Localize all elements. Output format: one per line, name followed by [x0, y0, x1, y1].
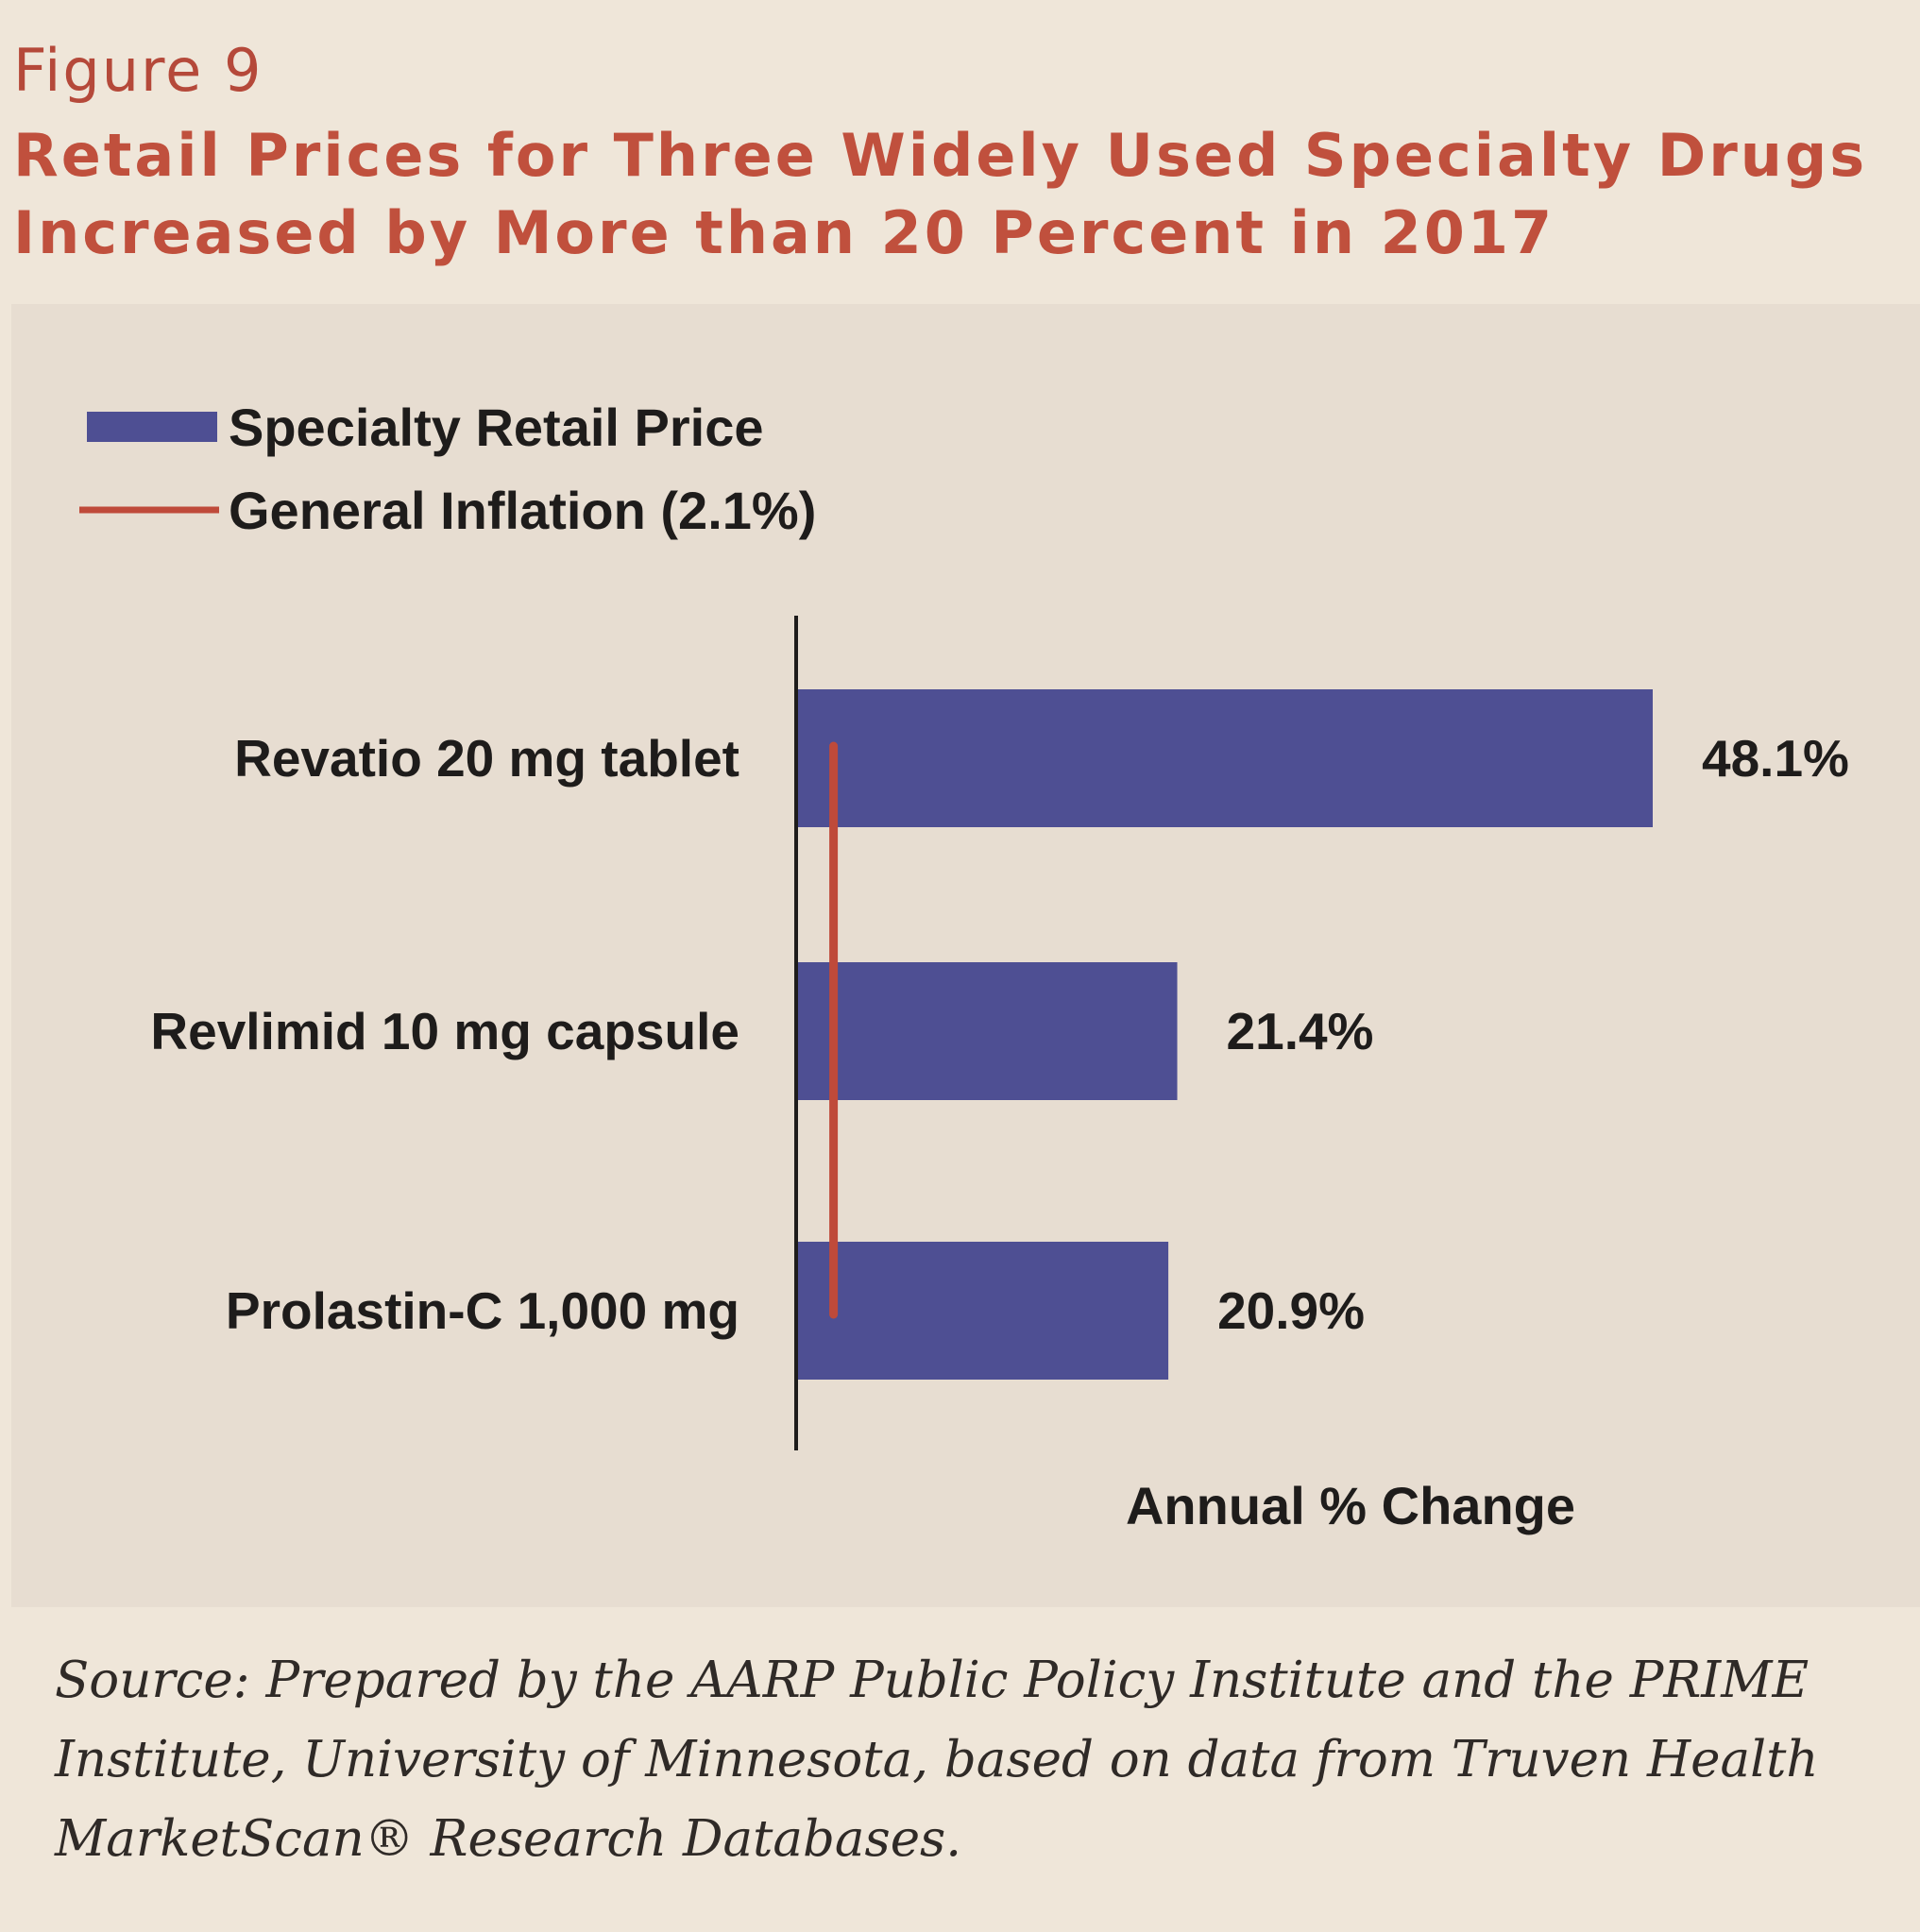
- source-note: Source: Prepared by the AARP Public Poli…: [55, 1641, 1887, 1879]
- bar: [796, 689, 1653, 827]
- category-label: Prolastin-C 1,000 mg: [226, 1281, 739, 1340]
- value-label: 20.9%: [1217, 1281, 1365, 1340]
- chart-panel-background: [11, 304, 1920, 1607]
- x-axis-label: Annual % Change: [1126, 1476, 1575, 1535]
- legend-label: General Inflation (2.1%): [229, 481, 816, 540]
- source-line: Source: Prepared by the AARP Public Poli…: [55, 1652, 1810, 1709]
- legend-label: Specialty Retail Price: [229, 398, 764, 457]
- figure-title-line: Increased by More than 20 Percent in 201…: [13, 198, 1555, 267]
- figure-title: Retail Prices for Three Widely Used Spec…: [13, 117, 1893, 272]
- figure-label: Figure 9: [13, 36, 263, 105]
- figure-title-line: Retail Prices for Three Widely Used Spec…: [13, 121, 1868, 190]
- legend-swatch-bar: [87, 412, 217, 442]
- bar: [796, 1242, 1169, 1380]
- category-label: Revlimid 10 mg capsule: [150, 1002, 739, 1060]
- value-label: 21.4%: [1227, 1002, 1374, 1060]
- source-line: MarketScan® Research Databases.: [55, 1810, 962, 1868]
- source-line: Institute, University of Minnesota, base…: [55, 1731, 1819, 1788]
- category-label: Revatio 20 mg tablet: [234, 729, 739, 788]
- value-label: 48.1%: [1702, 729, 1849, 788]
- bar-chart: Specialty Retail Price General Inflation …: [79, 398, 1849, 1535]
- bar: [796, 962, 1178, 1100]
